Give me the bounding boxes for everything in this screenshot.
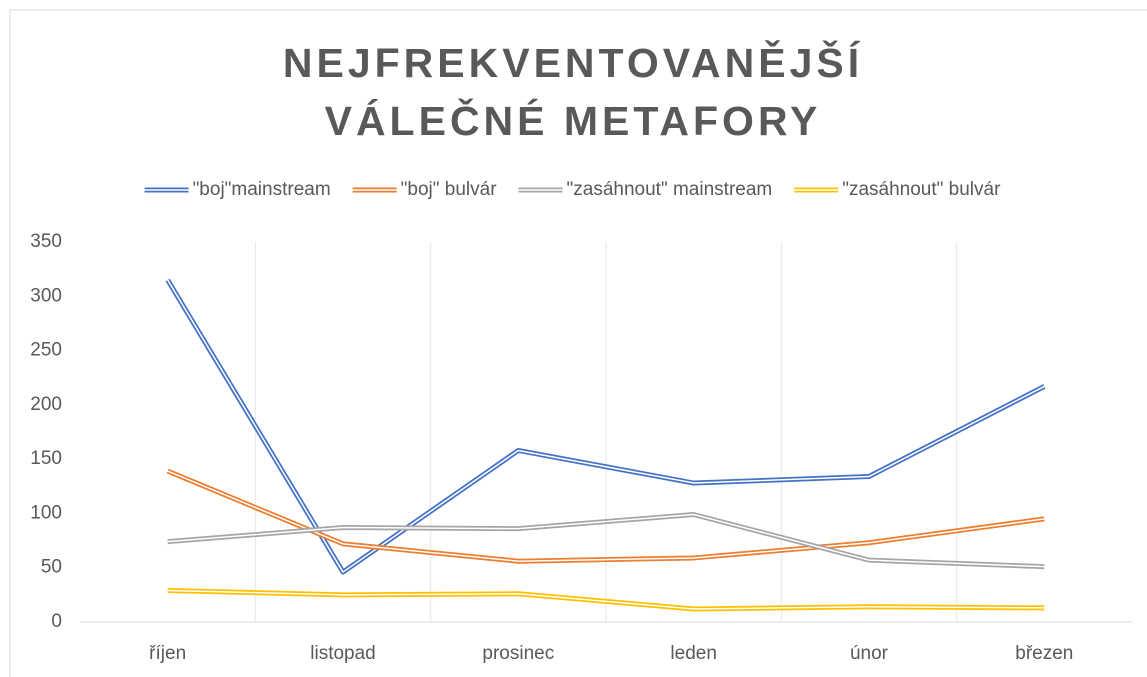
series-line-inner — [167, 589, 1045, 610]
legend-label: "zasáhnout" mainstream — [567, 179, 773, 200]
x-tick-label: leden — [670, 643, 717, 664]
x-tick-label: listopad — [310, 643, 376, 664]
legend-label: "boj"mainstream — [193, 179, 331, 200]
x-tick-label: prosinec — [482, 643, 554, 664]
x-tick-label: březen — [1015, 643, 1073, 664]
y-tick-label: 300 — [30, 285, 62, 306]
chart-border — [9, 9, 1147, 677]
y-tick-label: 50 — [41, 557, 62, 578]
y-tick-label: 350 — [30, 231, 62, 252]
y-tick-label: 250 — [30, 340, 62, 361]
x-tick-label: únor — [850, 643, 889, 664]
chart-title: NEJFREKVENTOVANĚJŠÍ VÁLEČNÉ METAFORY — [282, 40, 864, 144]
y-tick-label: 100 — [30, 502, 62, 523]
series-line-inner — [167, 279, 1045, 573]
y-tick-label: 150 — [30, 448, 62, 469]
legend-label: "boj" bulvár — [401, 179, 498, 200]
series-line-inner — [167, 513, 1045, 568]
x-tick-label: říjen — [149, 643, 186, 664]
legend-label: "zasáhnout" bulvár — [842, 179, 1001, 200]
y-tick-label: 200 — [30, 394, 62, 415]
y-tick-label: 0 — [51, 611, 62, 632]
